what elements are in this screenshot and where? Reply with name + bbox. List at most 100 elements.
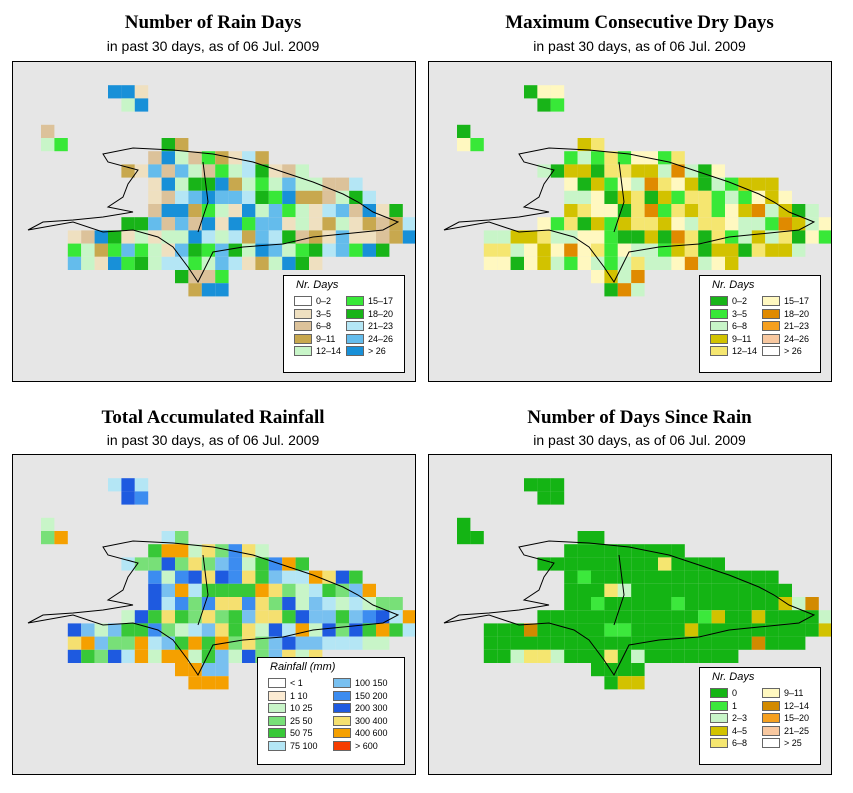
- map-cell: [322, 583, 336, 597]
- legend-swatch: [762, 700, 780, 711]
- legend-swatch: [762, 321, 780, 331]
- legend-swatch: [268, 703, 286, 713]
- map-cell: [282, 243, 296, 257]
- map-cell: [255, 151, 269, 165]
- map-cell: [738, 636, 752, 650]
- legend-swatch: [710, 700, 728, 711]
- legend-label: > 26: [368, 346, 386, 356]
- map-cell: [537, 636, 551, 650]
- map-cell: [805, 217, 819, 231]
- legend-rain-days: Nr. Days 0–2 3–5 6–8 9–11 12–14 15–17 18–20 21–…: [283, 275, 405, 373]
- map-cell: [242, 544, 256, 558]
- map-cell: [94, 636, 108, 650]
- map-cell: [188, 557, 202, 571]
- map-cell: [188, 190, 202, 204]
- map-cell: [684, 570, 699, 584]
- map-cell: [108, 256, 122, 270]
- map-cell: [617, 636, 632, 650]
- map-cell: [188, 610, 202, 624]
- legend-title: Nr. Days: [712, 279, 755, 291]
- map-cell: [41, 124, 55, 138]
- legend-label: 12–14: [732, 346, 758, 356]
- map-cell: [268, 164, 283, 178]
- map-cell: [631, 283, 645, 297]
- map-cell: [161, 531, 175, 545]
- map-cell: [215, 151, 229, 165]
- map-cell: [148, 597, 162, 611]
- map-cell: [671, 583, 685, 597]
- map-cell: [175, 570, 189, 584]
- map-cell: [161, 623, 175, 637]
- map-cell: [121, 478, 135, 492]
- map-cell: [188, 177, 202, 191]
- map-cell: [121, 610, 135, 624]
- map-cell: [322, 230, 336, 244]
- map-cell: [41, 517, 55, 531]
- map-cell: [175, 164, 189, 178]
- map-cell: [671, 557, 685, 571]
- map-cell: [510, 649, 524, 663]
- map-cell: [322, 217, 336, 231]
- island-outline: [27, 540, 400, 676]
- map-cell: [268, 597, 283, 611]
- map-cell: [268, 570, 283, 584]
- map-cell: [148, 623, 162, 637]
- map-cell: [658, 151, 672, 165]
- map-cell: [577, 623, 591, 637]
- legend-swatch: [294, 308, 312, 319]
- panel-max-dry-days: Maximum Consecutive Dry Days in past 30 …: [426, 0, 853, 390]
- map-cell: [591, 597, 605, 611]
- map-cell: [644, 204, 658, 218]
- map-cell: [349, 190, 363, 204]
- map-cell: [389, 230, 403, 244]
- map-cell: [134, 649, 149, 663]
- map-cell: [295, 243, 309, 257]
- map-cell: [282, 204, 296, 218]
- legend-swatch: [268, 715, 286, 726]
- legend-swatch: [762, 713, 780, 723]
- map-cell: [134, 243, 149, 257]
- legend-swatch: [346, 296, 364, 306]
- map-cell: [604, 676, 618, 690]
- map-cell: [402, 623, 415, 637]
- legend-label: > 26: [784, 346, 802, 356]
- panel-title: Maximum Consecutive Dry Days: [505, 12, 774, 33]
- legend-label: 9–11: [784, 688, 804, 698]
- map-cell: [362, 610, 376, 624]
- map-cell: [470, 531, 484, 545]
- panel-subtitle: in past 30 days, as of 06 Jul. 2009: [533, 38, 746, 54]
- legend-label: > 25: [784, 738, 802, 748]
- legend-swatch: [333, 678, 351, 688]
- map-cell: [242, 636, 256, 650]
- map-cell: [215, 164, 229, 178]
- map-cell: [295, 256, 309, 270]
- map-cell: [309, 256, 323, 270]
- map-cell: [349, 636, 363, 650]
- map-cell: [282, 610, 296, 624]
- legend-swatch: [346, 346, 364, 356]
- map-cell: [228, 557, 242, 571]
- map-cell: [537, 85, 551, 99]
- legend-title: Nr. Days: [712, 671, 755, 683]
- legend-label: 0: [732, 688, 738, 698]
- map-cell: [201, 270, 216, 284]
- map-cell: [818, 623, 831, 637]
- map-cell: [631, 663, 645, 677]
- map-cell: [591, 570, 605, 584]
- legend-label: 0–2: [732, 296, 748, 306]
- map-cell: [711, 597, 725, 611]
- map-cell: [134, 85, 149, 99]
- map-cell: [228, 544, 242, 558]
- map-cell: [497, 230, 511, 244]
- map-cell: [751, 243, 766, 257]
- map-cell: [711, 243, 725, 257]
- map-cell: [201, 256, 216, 270]
- map-cell: [349, 230, 363, 244]
- map-cell: [161, 204, 175, 218]
- map-cell: [108, 85, 122, 99]
- map-cell: [765, 243, 779, 257]
- map-cell: [349, 217, 363, 231]
- map-cell: [161, 649, 175, 663]
- legend-swatch: [333, 703, 351, 713]
- map-cell: [175, 243, 189, 257]
